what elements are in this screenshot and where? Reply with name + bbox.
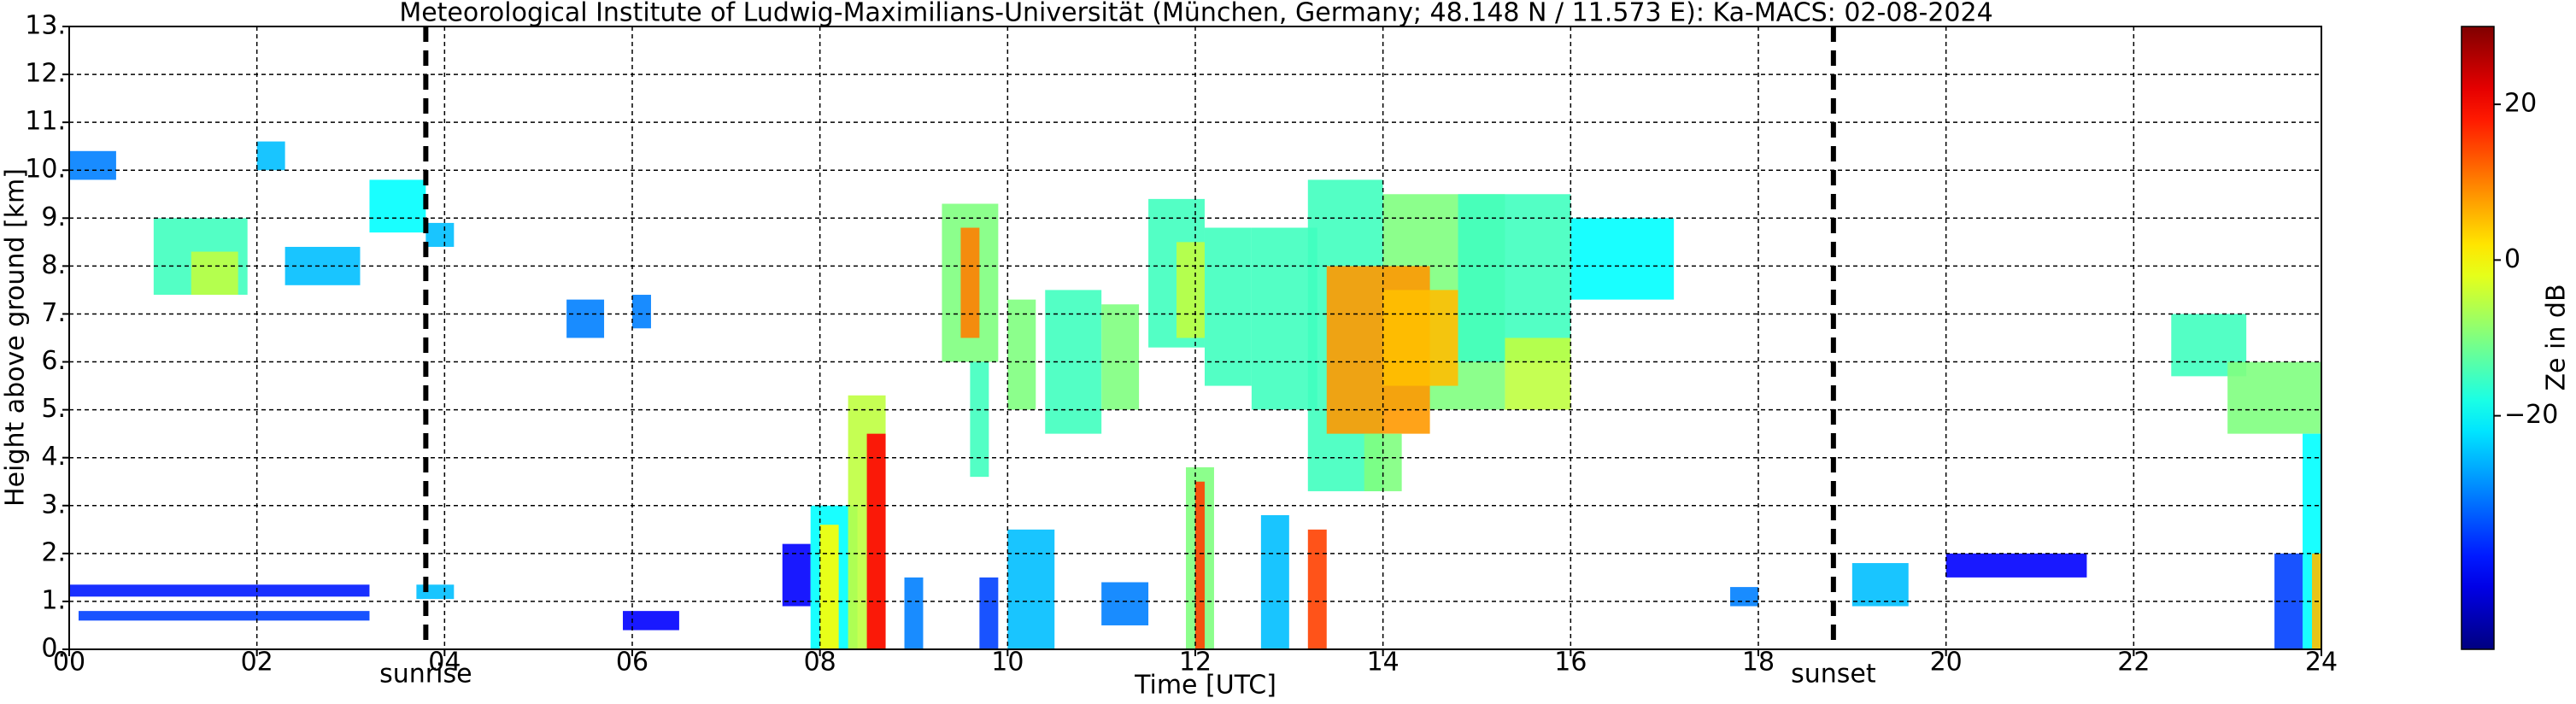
- colorbar: [2461, 26, 2495, 650]
- reflectivity-cell: [1570, 218, 1675, 300]
- reflectivity-cell: [1382, 290, 1458, 386]
- reflectivity-cell: [1945, 553, 2087, 578]
- x-tick-label: 12: [1179, 648, 1212, 678]
- x-tick-label: 06: [616, 648, 648, 678]
- reflectivity-cell: [1101, 582, 1149, 625]
- reflectivity-cell: [782, 543, 811, 607]
- x-tick-label: 24: [2305, 648, 2338, 678]
- reflectivity-cell: [1101, 304, 1140, 410]
- reflectivity-cell: [2227, 361, 2321, 434]
- colorbar-tick-label: 20: [2504, 89, 2537, 119]
- y-tick-label: 12.: [25, 59, 66, 89]
- reflectivity-cell: [1458, 194, 1571, 362]
- y-tick-label: 4.: [41, 442, 66, 472]
- reflectivity-cell: [1851, 563, 1909, 607]
- reflectivity-cell: [1007, 299, 1036, 410]
- y-tick-label: 6.: [41, 346, 66, 376]
- x-tick-label: 16: [1554, 648, 1587, 678]
- reflectivity-cell: [1251, 227, 1317, 410]
- reflectivity-cell: [904, 577, 924, 649]
- reflectivity-cell: [1195, 481, 1205, 649]
- reflectivity-cell: [1505, 337, 1571, 410]
- reflectivity-cell: [970, 361, 989, 478]
- reflectivity-cell: [78, 611, 370, 621]
- reflectivity-cell: [369, 179, 426, 233]
- reflectivity-cell: [1204, 227, 1252, 386]
- reflectivity-cell: [1177, 242, 1205, 338]
- colorbar-label: Ze in dB: [2542, 284, 2572, 390]
- reflectivity-cell: [256, 141, 285, 171]
- reflectivity-cell: [191, 251, 238, 296]
- y-axis-label: Height above ground [km]: [1, 168, 31, 507]
- plot-frame: [68, 26, 2322, 650]
- annotation-label: sunrise: [379, 660, 472, 689]
- reflectivity-cell: [1260, 514, 1289, 649]
- annotation-label: sunset: [1791, 660, 1876, 689]
- reflectivity-cell: [819, 525, 839, 649]
- y-tick-label: 0.: [41, 634, 66, 664]
- reflectivity-cell: [632, 295, 651, 329]
- reflectivity-cell: [1307, 529, 1327, 649]
- x-tick-label: 10: [991, 648, 1024, 678]
- y-tick-label: 3.: [41, 490, 66, 519]
- x-tick-label: 20: [1930, 648, 1963, 678]
- colorbar-tick-label: −20: [2504, 400, 2558, 430]
- reflectivity-cell: [960, 227, 980, 338]
- y-tick-label: 1.: [41, 585, 66, 615]
- x-tick-label: 02: [241, 648, 273, 678]
- y-tick-label: 10.: [25, 155, 66, 185]
- reflectivity-cell: [416, 584, 455, 600]
- y-tick-label: 9.: [41, 202, 66, 232]
- y-tick-label: 2.: [41, 537, 66, 567]
- y-tick-label: 7.: [41, 298, 66, 328]
- x-axis-label: Time [UTC]: [1134, 671, 1276, 701]
- x-tick-label: 08: [804, 648, 836, 678]
- y-tick-label: 11.: [25, 107, 66, 137]
- reflectivity-cell: [69, 584, 370, 597]
- reflectivity-cell: [866, 433, 886, 649]
- reflectivity-cell: [1007, 529, 1055, 649]
- reflectivity-cell: [425, 222, 455, 247]
- x-tick-label: 14: [1367, 648, 1399, 678]
- reflectivity-cell: [1730, 587, 1758, 607]
- x-tick-label: 04: [428, 648, 461, 678]
- y-tick-label: 13.: [25, 11, 66, 41]
- reflectivity-cell: [566, 299, 605, 338]
- reflectivity-cell: [69, 150, 116, 180]
- y-tick-label: 8.: [41, 250, 66, 280]
- chart-title: Meteorological Institute of Ludwig-Maxim…: [399, 0, 1992, 28]
- reflectivity-cell: [623, 611, 679, 631]
- x-tick-label: 18: [1742, 648, 1775, 678]
- colorbar-tick-label: 0: [2504, 244, 2520, 274]
- x-tick-label: 00: [53, 648, 85, 678]
- reflectivity-cell: [979, 577, 999, 649]
- x-tick-label: 22: [2117, 648, 2150, 678]
- y-tick-label: 5.: [41, 394, 66, 424]
